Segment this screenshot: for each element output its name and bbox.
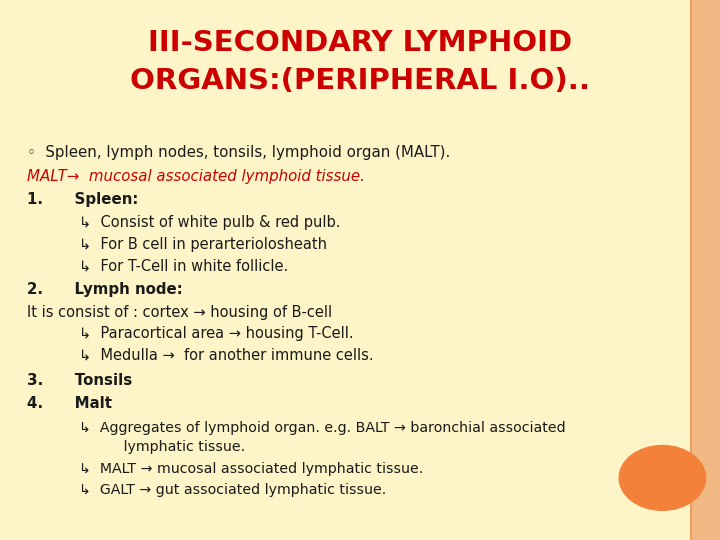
Text: ◦  Spleen, lymph nodes, tonsils, lymphoid organ (MALT).: ◦ Spleen, lymph nodes, tonsils, lymphoid… (27, 145, 451, 160)
Text: ↳  GALT → gut associated lymphatic tissue.: ↳ GALT → gut associated lymphatic tissue… (79, 483, 387, 497)
Text: ORGANS:(PERIPHERAL I.O)..: ORGANS:(PERIPHERAL I.O).. (130, 67, 590, 95)
Circle shape (619, 446, 706, 510)
Text: ↳  Consist of white pulb & red pulb.: ↳ Consist of white pulb & red pulb. (79, 215, 341, 230)
Text: ↳  Paracortical area → housing T-Cell.: ↳ Paracortical area → housing T-Cell. (79, 326, 354, 341)
Text: 4.      Malt: 4. Malt (27, 396, 112, 411)
Text: 3.      Tonsils: 3. Tonsils (27, 373, 132, 388)
Bar (691, 0, 720, 540)
Text: 1.      Spleen:: 1. Spleen: (27, 192, 139, 207)
Text: ↳  Aggregates of lymphoid organ. e.g. BALT → baronchial associated: ↳ Aggregates of lymphoid organ. e.g. BAL… (79, 421, 566, 435)
Text: It is consist of : cortex → housing of B-cell: It is consist of : cortex → housing of B… (27, 305, 333, 320)
Text: ↳  For B cell in perarteriolosheath: ↳ For B cell in perarteriolosheath (79, 237, 327, 252)
Text: 2.      Lymph node:: 2. Lymph node: (27, 282, 183, 297)
Text: ↳  MALT → mucosal associated lymphatic tissue.: ↳ MALT → mucosal associated lymphatic ti… (79, 462, 423, 476)
Text: ↳  For T-Cell in white follicle.: ↳ For T-Cell in white follicle. (79, 258, 289, 273)
Text: III-SECONDARY LYMPHOID: III-SECONDARY LYMPHOID (148, 29, 572, 57)
Text: MALT→  mucosal associated lymphoid tissue.: MALT→ mucosal associated lymphoid tissue… (27, 168, 365, 184)
Text: ↳  Medulla →  for another immune cells.: ↳ Medulla → for another immune cells. (79, 348, 374, 363)
Text: lymphatic tissue.: lymphatic tissue. (101, 440, 245, 454)
